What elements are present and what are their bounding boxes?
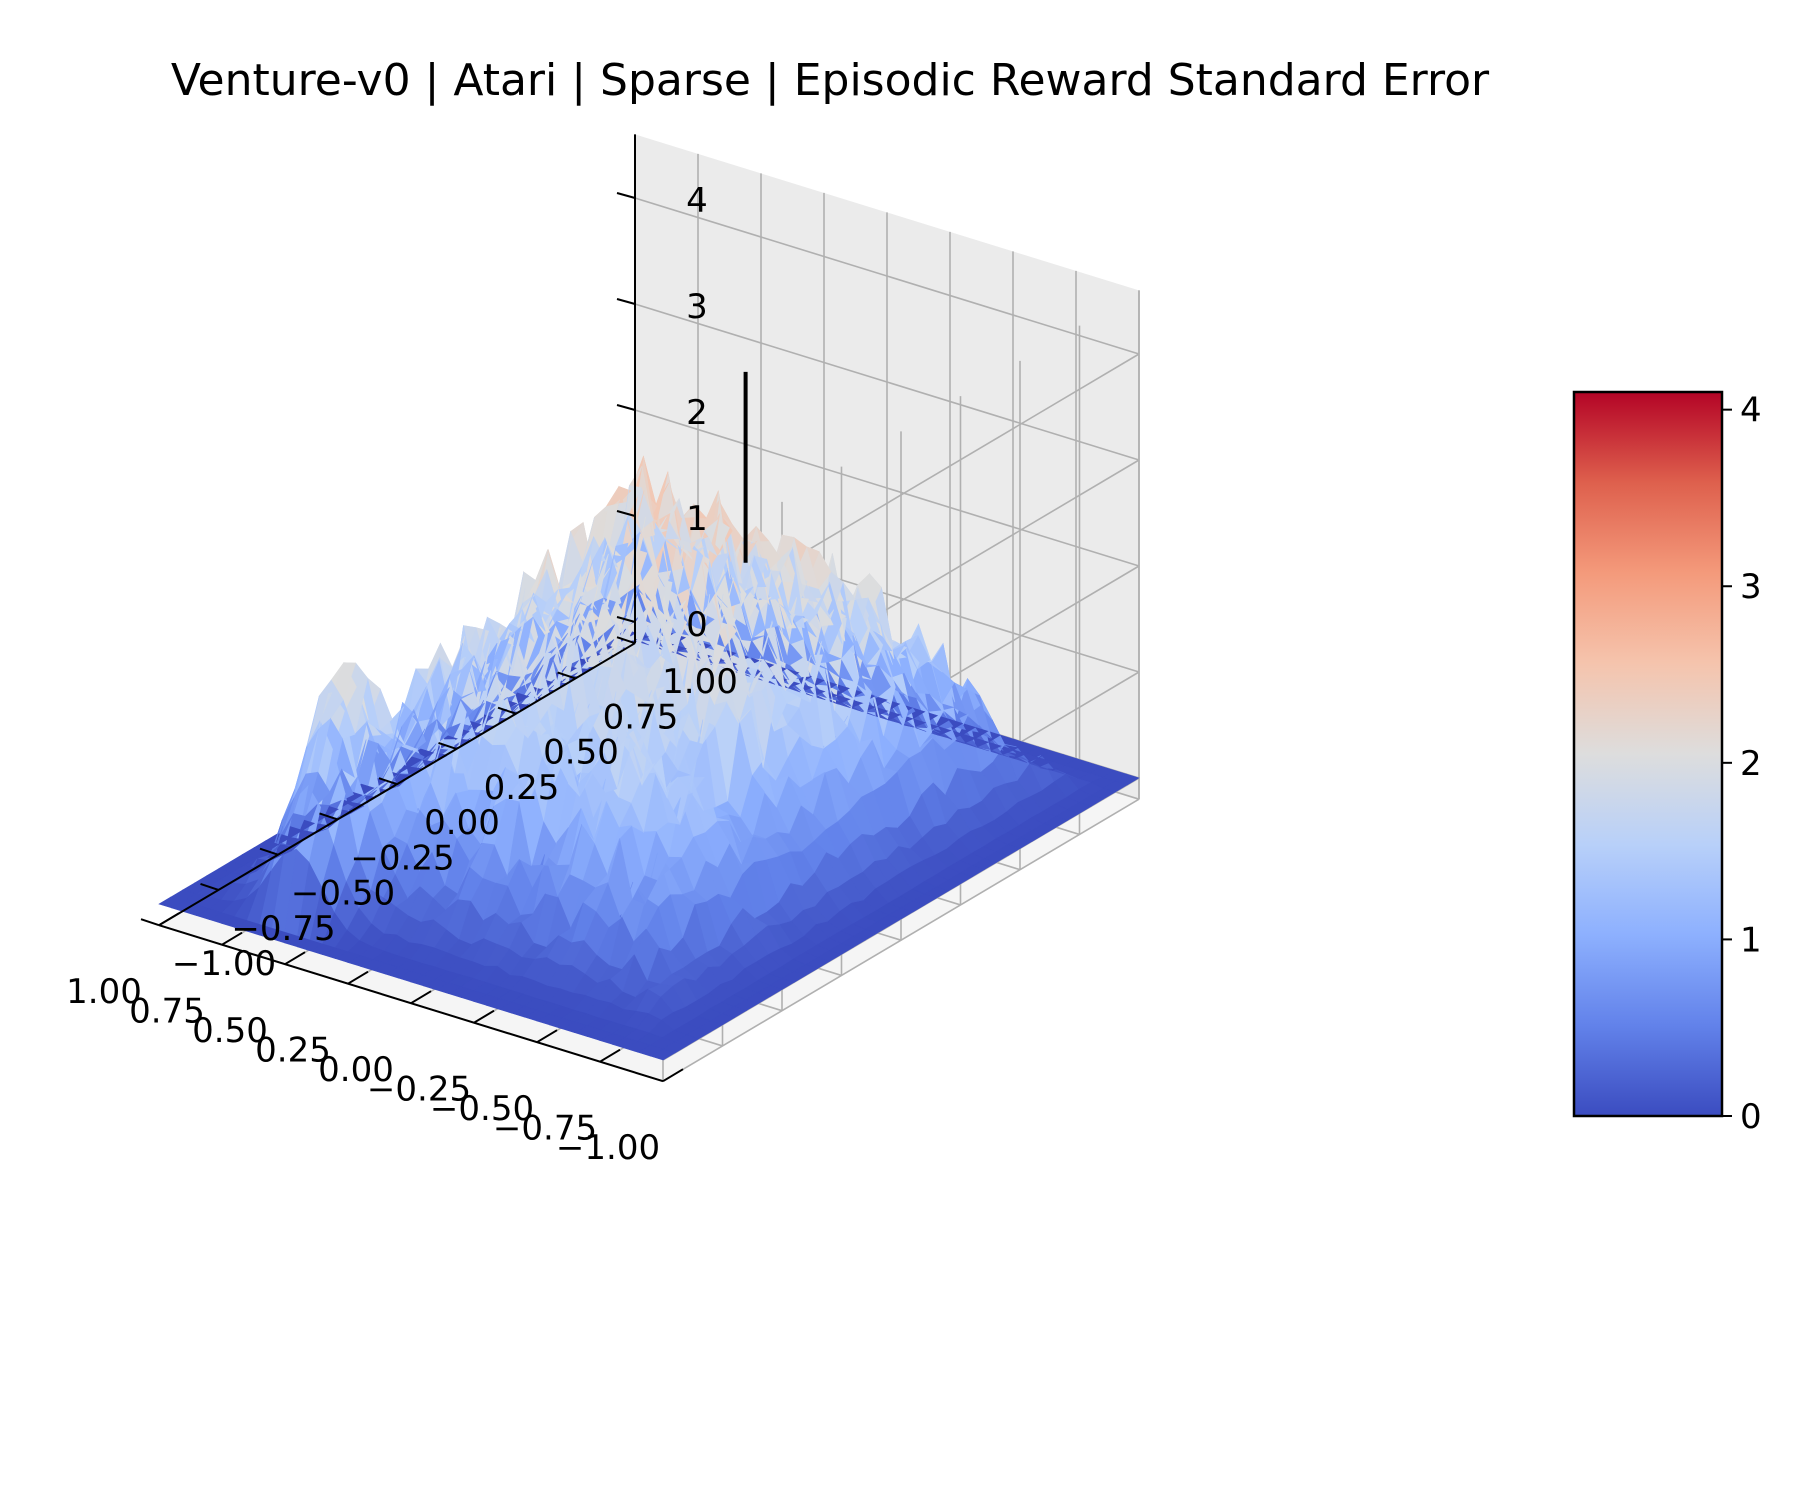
colorbar-tick-label: 1 — [1740, 920, 1762, 960]
z-tick-label: 4 — [686, 181, 708, 221]
x-tick-mark — [599, 1048, 621, 1063]
y-tick-mark — [616, 636, 636, 645]
z-tick-mark — [616, 192, 636, 199]
y-tick-label: 0.00 — [424, 803, 500, 843]
x-tick-label: −0.25 — [367, 1070, 471, 1110]
y-tick-mark — [319, 812, 338, 821]
colorbar-tick-label: 2 — [1740, 744, 1762, 784]
y-tick-mark — [140, 918, 160, 927]
z-tick-mark — [616, 510, 636, 517]
y-tick-label: −0.75 — [231, 909, 335, 949]
z-tick-mark — [616, 298, 636, 305]
y-tick-label: −1.00 — [172, 944, 276, 984]
z-tick-label: 0 — [686, 605, 708, 645]
surface-facet — [158, 896, 185, 909]
colorbar-tick-label: 3 — [1740, 567, 1762, 607]
x-tick-mark — [536, 1029, 558, 1044]
z-tick-mark — [616, 404, 636, 411]
y-tick-label: 0.50 — [543, 733, 619, 773]
x-tick-label: 0.50 — [192, 1011, 268, 1051]
y-tick-mark — [497, 706, 517, 715]
colorbar-bar — [1572, 390, 1724, 1118]
y-tick-label: −0.25 — [350, 838, 454, 878]
x-tick-label: −1.00 — [556, 1128, 660, 1168]
y-tick-mark — [438, 742, 457, 750]
y-tick-mark — [557, 671, 576, 680]
colorbar-tick-label: 0 — [1740, 1097, 1762, 1137]
x-tick-label: −0.75 — [493, 1109, 597, 1149]
surface — [158, 371, 1140, 1061]
x-tick-label: 0.75 — [129, 992, 205, 1032]
x-tick-mark — [473, 1009, 495, 1024]
x-tick-mark — [158, 912, 180, 927]
x-tick-label: 1.00 — [66, 972, 142, 1012]
gridline-back-z — [634, 303, 1140, 461]
gridline-back-z — [634, 409, 1140, 567]
z-tick-mark — [616, 616, 636, 623]
y-tick-label: 1.00 — [662, 662, 738, 702]
y-tick-label: 0.25 — [484, 768, 560, 808]
chart-title: Venture-v0 | Atari | Sparse | Episodic R… — [171, 55, 1490, 106]
y-tick-label: −0.50 — [291, 874, 395, 914]
x-tick-mark — [284, 951, 306, 966]
x-tick-mark — [347, 970, 369, 985]
y-tick-mark — [378, 777, 398, 786]
x-tick-label: 0.25 — [255, 1031, 331, 1071]
z-tick-label: 2 — [686, 393, 708, 433]
y-tick-mark — [200, 883, 219, 891]
colorbar-tick-label: 4 — [1740, 391, 1762, 431]
tick-labels: −1.00−0.75−0.50−0.250.000.250.500.751.00… — [66, 181, 738, 1168]
y-tick-label: 0.75 — [603, 697, 679, 737]
x-tick-label: −0.50 — [430, 1089, 534, 1129]
z-tick-label: 1 — [686, 499, 708, 539]
x-tick-label: 0.00 — [318, 1050, 394, 1090]
x-tick-mark — [662, 1068, 684, 1083]
x-tick-mark — [221, 931, 243, 946]
y-tick-mark — [259, 847, 279, 856]
z-tick-label: 3 — [686, 287, 708, 327]
gridline-back-z — [634, 197, 1140, 355]
x-tick-mark — [410, 990, 432, 1005]
colorbar: 0 1 2 3 4 — [1572, 390, 1762, 1137]
